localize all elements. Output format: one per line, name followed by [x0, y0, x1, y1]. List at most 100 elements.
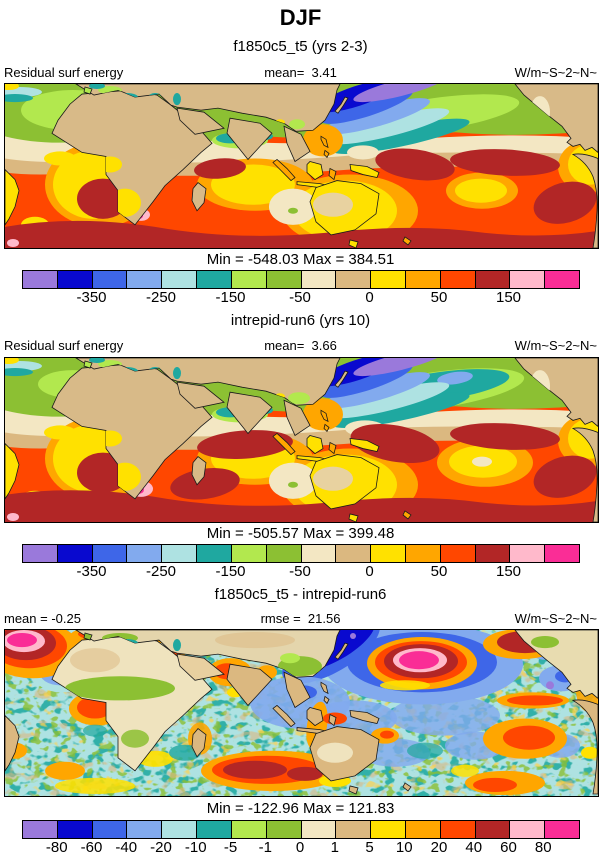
colorbar-cell [162, 821, 197, 838]
panel3-minmax-label: Min = -122.96 Max = 121.83 [206, 800, 395, 817]
colorbar-tick-label: 1 [330, 839, 339, 856]
colorbar-cell [405, 545, 440, 562]
colorbar-cell [336, 545, 371, 562]
colorbar-cell [405, 821, 440, 838]
colorbar-tick-label: -250 [145, 563, 177, 580]
colorbar-tick-label: -60 [80, 839, 103, 856]
panel3-subtitle: f1850c5_t5 - intrepid-run6 [214, 586, 387, 603]
colorbar-tick-label: 40 [465, 839, 483, 856]
colorbar-tick-label: -50 [289, 289, 311, 306]
colorbar-cell [371, 545, 405, 562]
panel1-mean-stat: mean= 3.41 [264, 65, 337, 80]
panel1-minmax-label: Min = -548.03 Max = 384.51 [206, 251, 395, 268]
colorbar-tick-label: 60 [500, 839, 517, 856]
panel2-minmax-label: Min = -505.57 Max = 399.48 [206, 525, 395, 542]
colorbar-cell [127, 821, 162, 838]
colorbar-cell [475, 821, 510, 838]
panel1-colorbar [22, 270, 580, 289]
colorbar-tick-label: -150 [215, 563, 246, 580]
colorbar-tick-label: 10 [395, 839, 413, 856]
panel2-units-label: W/m~S~2~N~ [514, 338, 598, 353]
colorbar-cell [371, 821, 405, 838]
page-title: DJF [279, 5, 322, 30]
colorbar-cell [510, 271, 545, 288]
colorbar-cell [440, 821, 475, 838]
colorbar-cell [23, 545, 57, 562]
panel3-colorbar-ticks: -80 -60 -40 -20 -10 -5 -1 0 1 5 10 20 40 60 80 [22, 839, 578, 857]
map-panel2-svg [5, 358, 598, 522]
colorbar-cell [197, 271, 231, 288]
colorbar-cell [57, 821, 92, 838]
colorbar-tick-label: -40 [115, 839, 138, 856]
panel3-header-row: mean = -0.25 rmse = 21.56 W/m~S~2~N~ [4, 611, 597, 626]
colorbar-tick-label: -5 [223, 839, 238, 856]
colorbar-cell [231, 545, 266, 562]
colorbar-cell [301, 821, 336, 838]
colorbar-cell [440, 271, 475, 288]
colorbar-tick-label: 150 [495, 563, 522, 580]
panel3-rmse-stat: rmse = 21.56 [260, 611, 341, 626]
colorbar-cell [231, 821, 266, 838]
colorbar-tick-label: 20 [430, 839, 448, 856]
colorbar-cell [266, 271, 301, 288]
panel3-mean-stat: mean = -0.25 [4, 611, 81, 626]
colorbar-tick-label: -10 [184, 839, 207, 856]
colorbar-cell [57, 271, 92, 288]
colorbar-tick-label: 0 [295, 839, 305, 856]
colorbar-tick-label: 80 [534, 839, 552, 856]
panel1-subtitle: f1850c5_t5 (yrs 2-3) [233, 38, 368, 55]
colorbar-cell [23, 821, 57, 838]
map-panel3-svg [5, 630, 598, 796]
colorbar-cell [92, 545, 127, 562]
colorbar-tick-label: -250 [145, 289, 177, 306]
panel2-colorbar-ticks: -350 -250 -150 -50 0 50 150 [22, 563, 578, 581]
colorbar-cell [475, 545, 510, 562]
colorbar-cell [23, 271, 57, 288]
colorbar-cell [545, 271, 579, 288]
colorbar-cell [57, 545, 92, 562]
colorbar-cell [545, 545, 579, 562]
panel2-colorbar [22, 544, 580, 563]
colorbar-cell [336, 821, 371, 838]
colorbar-tick-label: -80 [45, 839, 68, 856]
panel1-field-label: Residual surf energy [4, 65, 124, 80]
panel2-mean-stat: mean= 3.66 [264, 338, 337, 353]
colorbar-tick-label: -350 [76, 563, 107, 580]
colorbar-cell [301, 545, 336, 562]
land-detail-layer [65, 632, 559, 763]
colorbar-tick-label: -20 [150, 839, 172, 856]
colorbar-cell [127, 271, 162, 288]
colorbar-cell [92, 271, 127, 288]
map-panel2 [4, 357, 599, 523]
colorbar-cell [440, 545, 475, 562]
colorbar-cell [231, 271, 266, 288]
colorbar-cell [92, 821, 127, 838]
colorbar-tick-label: -50 [289, 563, 311, 580]
colorbar-cell [545, 821, 579, 838]
panel2-header-row: Residual surf energy mean= 3.66 W/m~S~2~… [4, 338, 597, 353]
colorbar-cell [405, 271, 440, 288]
colorbar-cell [510, 545, 545, 562]
map-panel1 [4, 83, 599, 249]
panel2-field-label: Residual surf energy [4, 338, 124, 353]
colorbar-cell [127, 545, 162, 562]
colorbar-cell [162, 271, 197, 288]
colorbar-tick-label: 5 [365, 839, 374, 856]
panel1-units-label: W/m~S~2~N~ [514, 65, 598, 80]
colorbar-tick-label: -1 [258, 839, 272, 856]
panel3-colorbar [22, 820, 580, 839]
panel1-header-row: Residual surf energy mean= 3.41 W/m~S~2~… [4, 65, 597, 80]
colorbar-tick-label: 0 [365, 563, 374, 580]
colorbar-tick-label: -150 [215, 289, 246, 306]
map-panel1-svg [5, 84, 598, 248]
colorbar-tick-label: -350 [76, 289, 107, 306]
colorbar-tick-label: 0 [365, 289, 374, 306]
colorbar-cell [301, 271, 336, 288]
colorbar-cell [475, 271, 510, 288]
colorbar-cell [371, 271, 405, 288]
panel1-colorbar-ticks: -350 -250 -150 -50 0 50 150 [22, 289, 578, 307]
panel2-subtitle: intrepid-run6 (yrs 10) [230, 312, 371, 329]
colorbar-cell [197, 545, 231, 562]
colorbar-tick-label: 50 [430, 563, 448, 580]
